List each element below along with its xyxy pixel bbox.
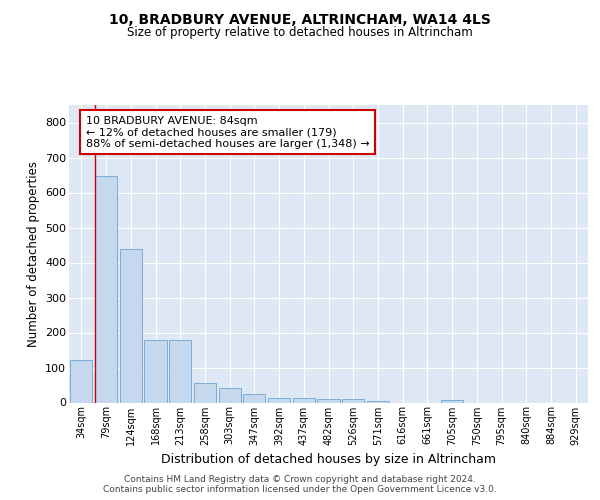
Text: 10, BRADBURY AVENUE, ALTRINCHAM, WA14 4LS: 10, BRADBURY AVENUE, ALTRINCHAM, WA14 4L…	[109, 12, 491, 26]
Bar	[218, 388, 241, 402]
Bar	[70, 360, 92, 403]
Bar	[95, 176, 117, 402]
Bar	[243, 394, 265, 402]
Text: 10 BRADBURY AVENUE: 84sqm
← 12% of detached houses are smaller (179)
88% of semi: 10 BRADBURY AVENUE: 84sqm ← 12% of detac…	[86, 116, 370, 148]
Bar	[145, 340, 167, 402]
X-axis label: Distribution of detached houses by size in Altrincham: Distribution of detached houses by size …	[161, 453, 496, 466]
Bar	[367, 401, 389, 402]
Bar	[169, 340, 191, 402]
Bar	[293, 398, 315, 402]
Bar	[317, 399, 340, 402]
Text: Size of property relative to detached houses in Altrincham: Size of property relative to detached ho…	[127, 26, 473, 39]
Bar	[268, 398, 290, 402]
Y-axis label: Number of detached properties: Number of detached properties	[26, 161, 40, 347]
Bar	[441, 400, 463, 402]
Text: Contains HM Land Registry data © Crown copyright and database right 2024.
Contai: Contains HM Land Registry data © Crown c…	[103, 474, 497, 494]
Bar	[119, 248, 142, 402]
Bar	[342, 399, 364, 402]
Bar	[194, 382, 216, 402]
